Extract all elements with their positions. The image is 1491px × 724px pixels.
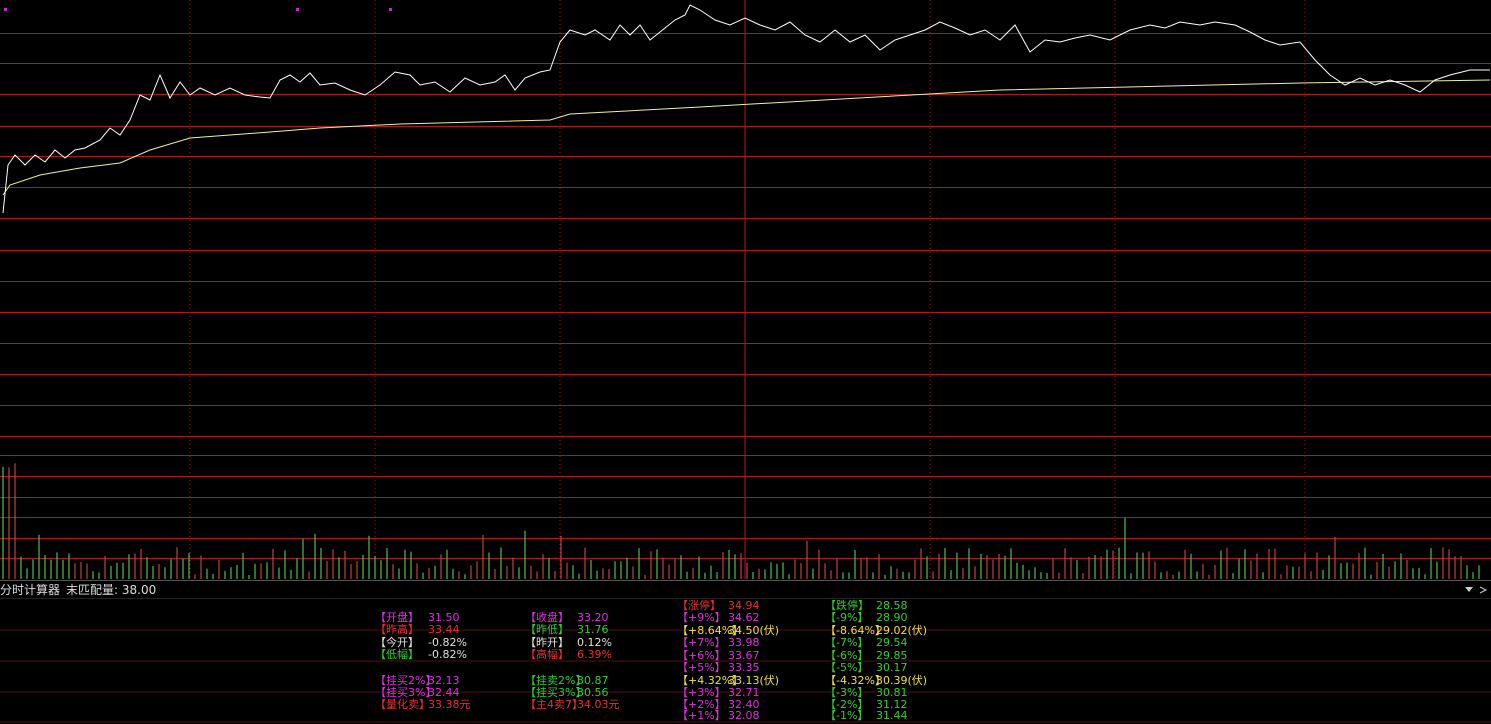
label: 【昨高】 xyxy=(375,623,419,636)
value: -0.82% xyxy=(428,648,467,661)
value: 6.39% xyxy=(577,648,612,661)
value: 30.17 xyxy=(876,661,908,674)
label: 【跌停】 xyxy=(825,599,869,612)
value: 0.12% xyxy=(577,636,612,649)
value: 30.39(伏) xyxy=(876,674,928,687)
expand-arrow[interactable] xyxy=(1479,586,1488,594)
value: 33.67 xyxy=(728,649,760,662)
value: 31.44 xyxy=(876,709,908,722)
marker xyxy=(4,8,7,11)
label: 【-6%】 xyxy=(825,649,869,662)
price-line xyxy=(2,4,1490,214)
header: 分时计算器 末匹配量: 38.00 xyxy=(0,581,162,598)
value: 29.02(伏) xyxy=(876,624,928,637)
value: 32.40 xyxy=(728,698,760,711)
value: 32.13 xyxy=(428,674,460,687)
label: 【+6%】 xyxy=(677,649,726,662)
label: 【挂卖2%】 xyxy=(525,674,587,687)
label: 【涨停】 xyxy=(677,599,721,612)
label: 【+8.64%】 xyxy=(677,624,744,637)
label: 【量化卖】 xyxy=(375,698,430,711)
label: 【-5%】 xyxy=(825,661,869,674)
dropdown-arrow[interactable] xyxy=(1465,587,1473,592)
label: 【-3%】 xyxy=(825,686,869,699)
label: 【挂买3%】 xyxy=(525,686,587,699)
label: 【-9%】 xyxy=(825,611,869,624)
value: 30.87 xyxy=(577,674,609,687)
value: -0.82% xyxy=(428,636,467,649)
label: 【今开】 xyxy=(375,636,419,649)
label: 【-4.32%】 xyxy=(825,674,886,687)
label: 【昨开】 xyxy=(525,636,569,649)
value: 33.20 xyxy=(577,611,609,624)
value: 31.76 xyxy=(577,623,609,636)
value: 31.50 xyxy=(428,611,460,624)
label: 【+1%】 xyxy=(677,709,726,722)
label: 【-8.64%】 xyxy=(825,624,886,637)
value: 34.62 xyxy=(728,611,760,624)
value: 34.03元 xyxy=(577,698,620,711)
label: 【-2%】 xyxy=(825,698,869,711)
value: 33.35 xyxy=(728,661,760,674)
average-line xyxy=(2,79,1491,196)
label: 【+3%】 xyxy=(677,686,726,699)
marker xyxy=(296,8,299,11)
value: 32.71 xyxy=(728,686,760,699)
value: 32.44 xyxy=(428,686,460,699)
info: 末匹配量: 38.00 xyxy=(66,583,157,597)
label: 【+7%】 xyxy=(677,636,726,649)
value: 33.13(伏) xyxy=(728,674,780,687)
label: 【挂买3%】 xyxy=(375,686,437,699)
label: 【高幅】 xyxy=(525,648,569,661)
label: 【+2%】 xyxy=(677,698,726,711)
value: 28.90 xyxy=(876,611,908,624)
label: 【收盘】 xyxy=(525,611,569,624)
label: 【低幅】 xyxy=(375,648,419,661)
label: 【-1%】 xyxy=(825,709,869,722)
label: 【-7%】 xyxy=(825,636,869,649)
value: 33.98 xyxy=(728,636,760,649)
label: 【+9%】 xyxy=(677,611,726,624)
value: 34.94 xyxy=(728,599,760,612)
label: 【昨低】 xyxy=(525,623,569,636)
label: 【主4卖7】 xyxy=(525,698,583,711)
label: 【+5%】 xyxy=(677,661,726,674)
label: 【+4.32%】 xyxy=(677,674,744,687)
title: 分时计算器 xyxy=(0,583,61,597)
value: 30.56 xyxy=(577,686,609,699)
value: 33.44 xyxy=(428,623,460,636)
value: 30.81 xyxy=(876,686,908,699)
value: 29.54 xyxy=(876,636,908,649)
value: 28.58 xyxy=(876,599,908,612)
value: 32.08 xyxy=(728,709,760,722)
value: 31.12 xyxy=(876,698,908,711)
value: 33.38元 xyxy=(428,698,471,711)
label: 【挂买2%】 xyxy=(375,674,437,687)
value: 29.85 xyxy=(876,649,908,662)
value: 34.50(伏) xyxy=(728,624,780,637)
label: 【开盘】 xyxy=(375,611,419,624)
marker xyxy=(389,8,392,11)
